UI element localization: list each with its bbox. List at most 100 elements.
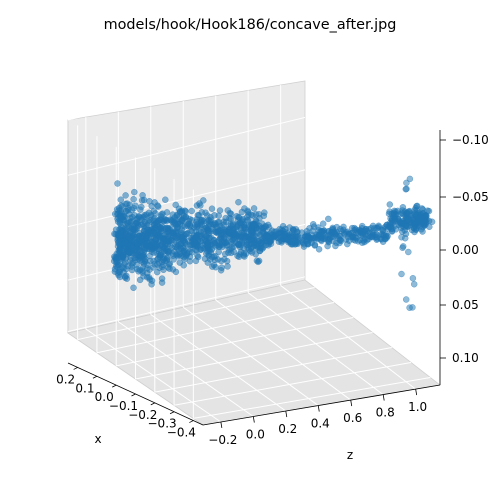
scatter-point	[411, 220, 419, 227]
scatter-point	[325, 215, 332, 223]
scatter-point	[419, 228, 426, 235]
z-tick-label: 0.0	[246, 428, 265, 442]
scatter-point	[321, 235, 328, 243]
scatter-point	[222, 239, 229, 247]
x-tick-label: 0.1	[75, 381, 94, 395]
scatter-point	[199, 244, 206, 252]
scatter-point	[398, 233, 405, 241]
scatter-point	[264, 232, 272, 239]
scatter-point	[114, 180, 121, 187]
scatter-point	[405, 209, 413, 216]
scatter-point	[254, 258, 262, 266]
scatter-point	[200, 197, 207, 204]
scatter-point	[169, 250, 176, 257]
scatter-point	[270, 233, 277, 240]
scatter-point	[156, 233, 164, 241]
scatter-point	[130, 195, 137, 203]
scatter-point	[220, 221, 228, 228]
scatter-point	[299, 236, 307, 244]
scatter-point	[119, 253, 127, 260]
scatter-point	[135, 213, 143, 221]
scatter-point	[377, 231, 385, 238]
scatter-point	[202, 238, 210, 245]
scatter-point	[360, 237, 368, 244]
scatter-point	[256, 214, 263, 222]
z-floor-grid-line	[150, 314, 287, 412]
scatter-point	[399, 244, 406, 252]
scatter-point	[121, 225, 129, 232]
x-tick-label: 0.2	[56, 372, 75, 386]
y-tick-label: 0.05	[452, 298, 479, 312]
scatter-point	[145, 274, 153, 281]
scatter-point	[351, 224, 358, 232]
scatter-point	[148, 281, 155, 288]
x-floor-grid-line	[135, 332, 373, 380]
z-axis-label: z	[347, 448, 353, 462]
scatter-point	[210, 253, 218, 261]
scatter-point	[140, 273, 147, 280]
scatter-point	[306, 225, 313, 232]
scatter-point	[162, 216, 169, 223]
scatter-point	[216, 207, 224, 214]
y-tick-label: 0.00	[452, 243, 479, 257]
x-tick	[169, 411, 175, 415]
scatter-point	[130, 205, 138, 212]
z-floor-grid-line	[247, 292, 384, 395]
scatter-point	[197, 202, 204, 209]
scatter-point	[239, 218, 246, 226]
chart-title: models/hook/Hook186/concave_after.jpg	[103, 17, 397, 33]
scatter-points	[110, 175, 436, 311]
scatter-point	[194, 211, 202, 219]
scatter-point	[138, 197, 146, 204]
scatter-point	[172, 238, 180, 245]
scatter-point	[194, 253, 202, 261]
scatter-point	[309, 221, 317, 228]
scatter-point	[131, 188, 138, 196]
scatter-point	[193, 247, 200, 254]
scatter-point	[154, 202, 161, 209]
scatter-point	[190, 232, 197, 239]
scatter-point	[172, 217, 180, 224]
scatter-point	[124, 233, 132, 241]
scatter-point	[199, 216, 206, 224]
scatter-point	[139, 267, 146, 274]
scatter-point	[402, 296, 410, 303]
scatter-point	[294, 240, 302, 248]
scatter-point	[214, 218, 222, 226]
scatter-point	[146, 252, 153, 260]
x-tick	[189, 420, 194, 423]
z-tick	[252, 416, 255, 423]
scatter-point	[311, 241, 319, 249]
scatter-point	[369, 231, 376, 239]
x-tick	[150, 402, 155, 406]
scatter-point	[243, 213, 251, 221]
x-floor-grid-line	[173, 362, 412, 406]
scatter-point	[373, 224, 380, 232]
scatter-point	[177, 245, 185, 253]
scatter-point	[220, 230, 228, 238]
scatter-point	[249, 220, 257, 228]
scatter-point	[122, 207, 130, 215]
x-tick	[73, 367, 78, 370]
scatter-point	[235, 253, 243, 261]
z-tick	[415, 389, 418, 396]
scatter-point	[180, 237, 188, 244]
x-tick-label: 0.0	[95, 390, 114, 404]
z-tick-label: 0.6	[343, 411, 362, 425]
scatter-point	[317, 231, 324, 239]
z-tick	[350, 400, 353, 407]
scatter-point	[126, 248, 133, 256]
scatter-point	[204, 212, 211, 219]
scatter-point	[236, 237, 243, 245]
scatter-point	[405, 216, 412, 223]
scatter-point	[126, 257, 134, 264]
scatter-point	[164, 233, 172, 241]
z-floor-grid-line	[85, 328, 222, 423]
scatter-point	[159, 243, 167, 250]
scatter-point	[137, 206, 144, 213]
x-floor-grid-line	[154, 347, 392, 393]
x-tick-label: −0.3	[148, 417, 177, 431]
scatter-point	[208, 205, 216, 212]
x-tick-label: −0.1	[109, 399, 138, 413]
scatter-point	[226, 215, 233, 222]
